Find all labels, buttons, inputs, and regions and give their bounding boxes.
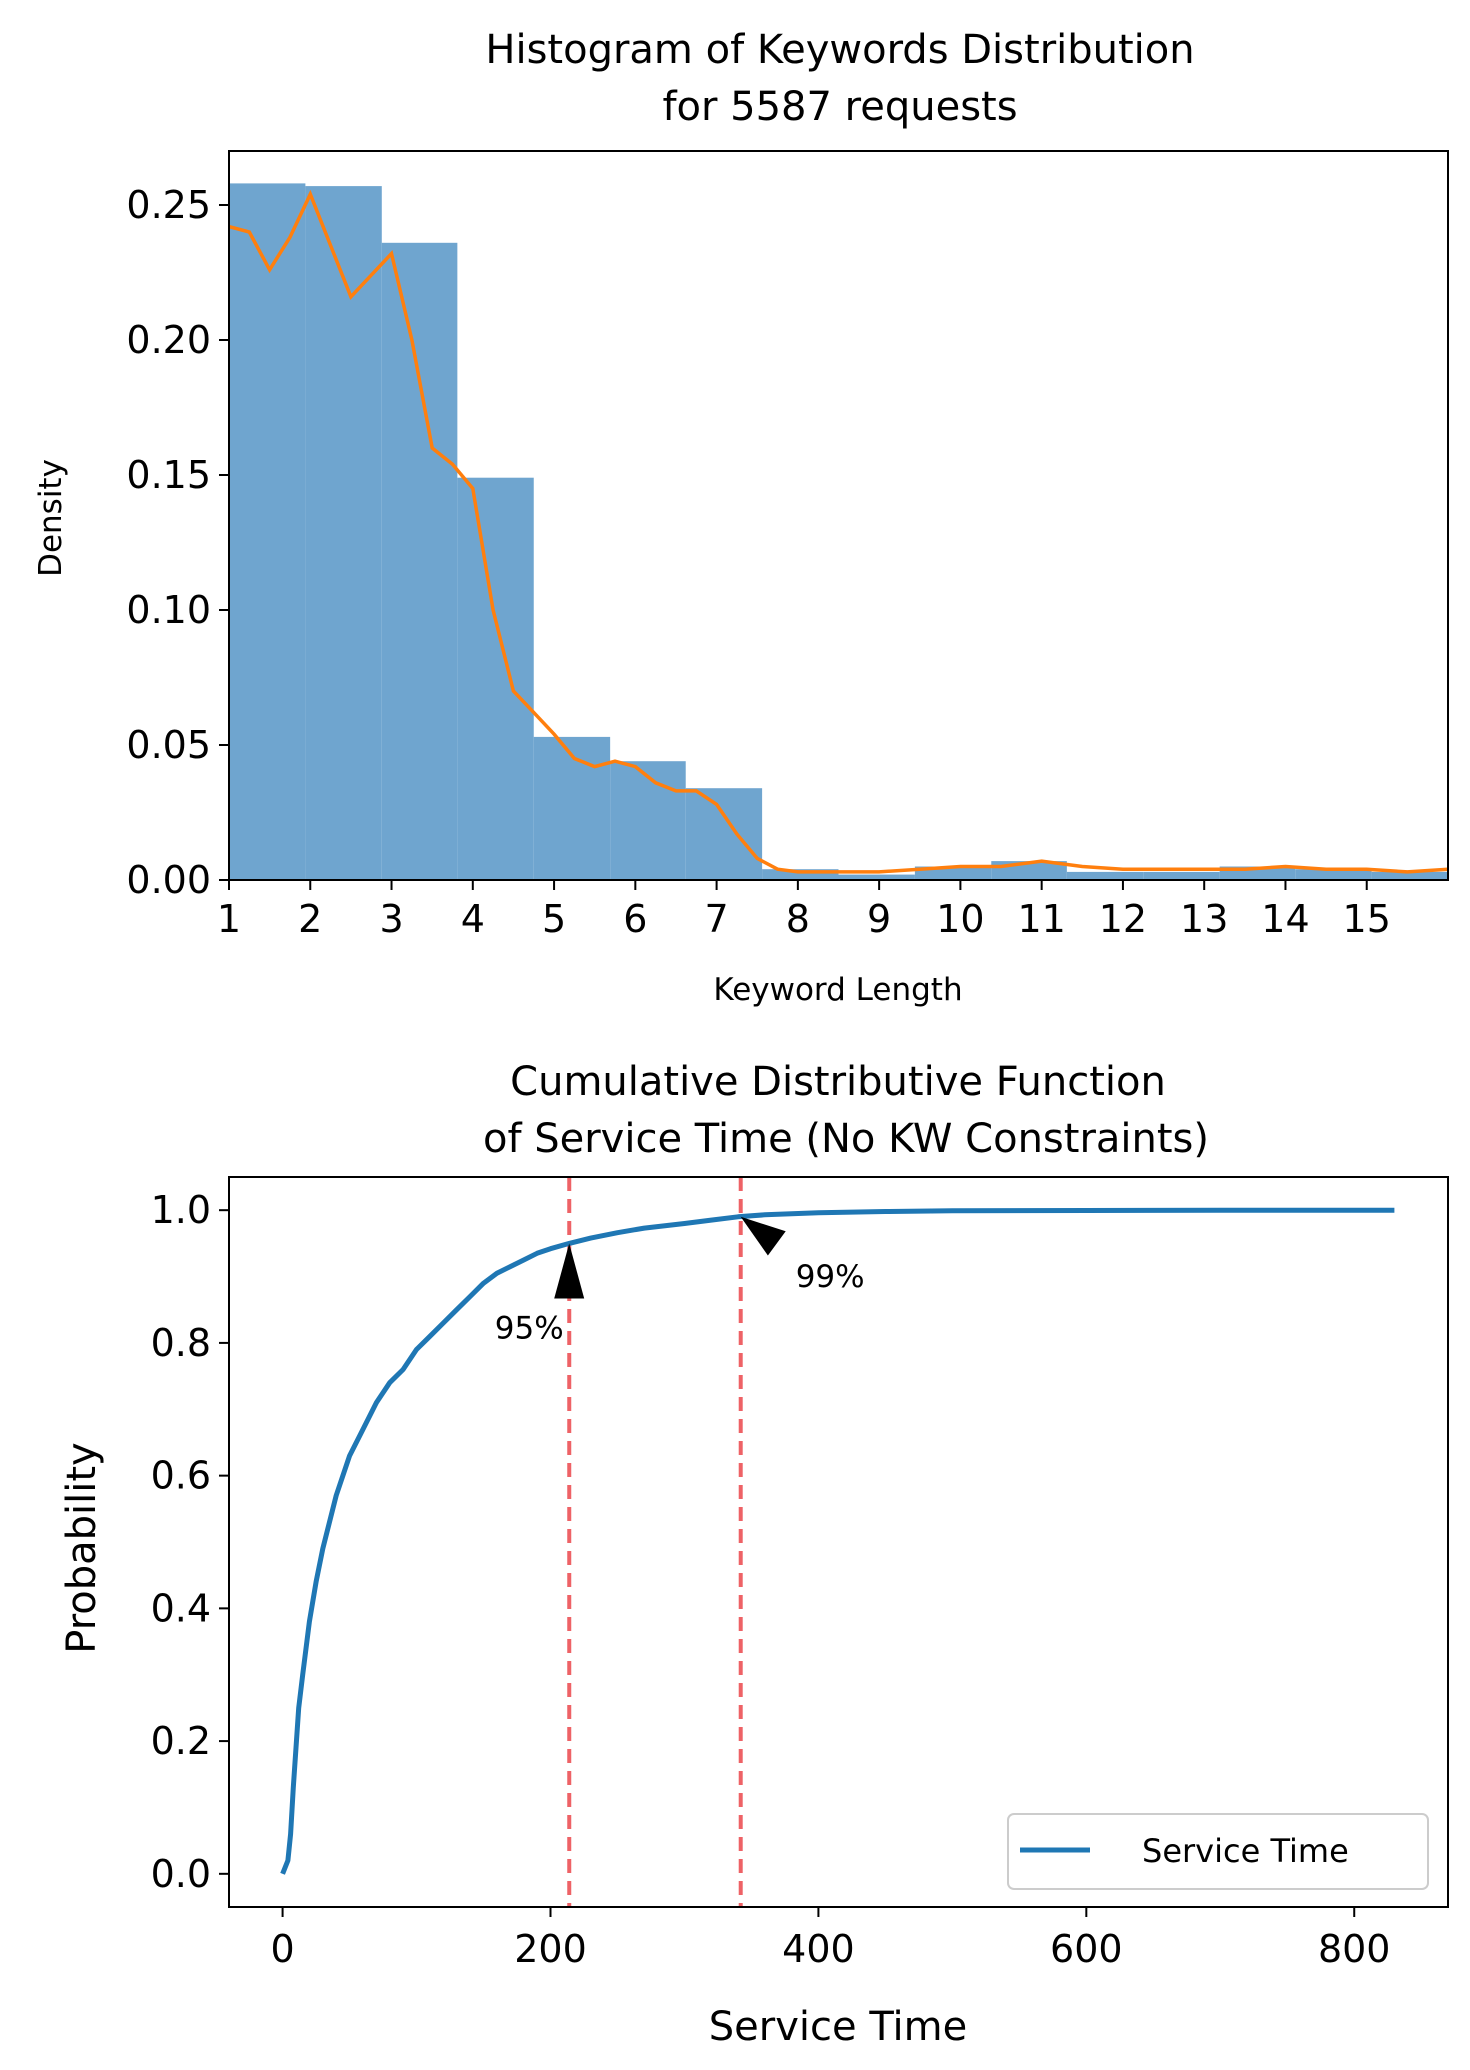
- hist-x-tick-label: 12: [1099, 897, 1147, 941]
- hist-x-tick-label: 10: [936, 897, 984, 941]
- hist-y-tick-label: 0.00: [126, 858, 211, 902]
- hist-x-tick-label: 13: [1180, 897, 1228, 941]
- hist-x-tick-label: 8: [786, 897, 810, 941]
- hist-x-tick-label: 4: [461, 897, 485, 941]
- hist-bar: [1295, 869, 1372, 880]
- hist-y-axis-label: Density: [33, 459, 69, 577]
- hist-y-tick-label: 0.15: [126, 453, 211, 497]
- hist-bar: [381, 242, 458, 881]
- hist-y-ticks: 0.00 0.05 0.10 0.15 0.20 0.25: [126, 183, 229, 902]
- cdf-y-axis-label: Probability: [59, 1442, 105, 1653]
- cdf-annotation-arrow: [740, 1216, 786, 1256]
- hist-x-tick-label: 9: [867, 897, 891, 941]
- hist-bar: [762, 869, 839, 880]
- hist-bar: [533, 736, 611, 880]
- cdf-x-tick-label: 0: [270, 1927, 294, 1971]
- hist-bar: [229, 183, 306, 880]
- hist-x-tick-label: 6: [623, 897, 647, 941]
- cdf-y-tick-label: 1.0: [151, 1188, 211, 1232]
- cdf-chart: Cumulative Distributive Function of Serv…: [59, 1059, 1449, 2050]
- cdf-x-ticks: 0 200 400 600 800: [270, 1907, 1390, 1971]
- hist-bar: [838, 874, 915, 880]
- cdf-legend-label: Service Time: [1142, 1832, 1349, 1870]
- cdf-annotation-arrow: [554, 1243, 585, 1299]
- hist-x-axis-label: Keyword Length: [713, 972, 962, 1008]
- hist-x-tick-label: 1: [217, 897, 241, 941]
- cdf-y-tick-label: 0.6: [151, 1454, 211, 1498]
- cdf-x-tick-label: 600: [1050, 1927, 1123, 1971]
- cdf-service-time-line: [280, 1207, 1395, 1875]
- hist-x-tick-label: 3: [379, 897, 403, 941]
- cdf-y-tick-label: 0.8: [151, 1321, 211, 1365]
- hist-title-line-1: Histogram of Keywords Distribution: [485, 27, 1194, 73]
- hist-y-tick-label: 0.05: [126, 723, 211, 767]
- histogram-chart: Histogram of Keywords Distribution for 5…: [33, 27, 1449, 1008]
- hist-x-tick-label: 14: [1261, 897, 1309, 941]
- hist-kde-line: [228, 189, 1449, 874]
- hist-bar: [1143, 871, 1220, 880]
- cdf-plot-frame: [228, 1176, 1449, 1908]
- cdf-y-tick-label: 0.2: [151, 1719, 211, 1763]
- cdf-x-tick-label: 800: [1318, 1927, 1391, 1971]
- hist-x-tick-label: 5: [542, 897, 566, 941]
- cdf-x-tick-label: 200: [514, 1927, 587, 1971]
- hist-bar: [1066, 871, 1144, 880]
- cdf-percentile-lines: [567, 1177, 743, 1907]
- cdf-y-tick-label: 0.4: [151, 1586, 211, 1630]
- hist-bars: [229, 183, 1448, 881]
- hist-bar: [685, 788, 763, 880]
- hist-bar: [305, 186, 382, 881]
- cdf-x-tick-label: 400: [782, 1927, 855, 1971]
- hist-x-tick-label: 2: [298, 897, 322, 941]
- hist-title-line-2: for 5587 requests: [662, 84, 1017, 130]
- hist-x-tick-label: 7: [705, 897, 729, 941]
- hist-y-tick-label: 0.20: [126, 318, 211, 362]
- hist-bar: [610, 761, 686, 880]
- cdf-y-tick-label: 0.0: [151, 1852, 211, 1896]
- hist-x-ticks: 1 2 3 4 5 6 7 8 9 10 11 12 13 14 15: [217, 880, 1391, 941]
- cdf-title-line-2: of Service Time (No KW Constraints): [483, 1116, 1209, 1162]
- hist-bar: [1371, 871, 1448, 880]
- cdf-y-ticks: 0.0 0.2 0.4 0.6 0.8 1.0: [151, 1188, 229, 1896]
- hist-y-tick-label: 0.10: [126, 588, 211, 632]
- cdf-annotation-label: 95%: [495, 1310, 564, 1346]
- hist-x-tick-label: 11: [1017, 897, 1065, 941]
- cdf-annotations: 95% 99%: [495, 1216, 865, 1346]
- cdf-annotation-label: 99%: [796, 1259, 865, 1295]
- cdf-legend-box: [1007, 1813, 1429, 1890]
- hist-x-tick-label: 15: [1343, 897, 1391, 941]
- cdf-x-axis-label: Service Time: [709, 2004, 967, 2050]
- cdf-title-line-1: Cumulative Distributive Function: [510, 1059, 1166, 1105]
- hist-plot-frame: [228, 150, 1449, 881]
- hist-bar: [457, 477, 534, 880]
- hist-y-tick-label: 0.25: [126, 183, 211, 227]
- cdf-legend: Service Time: [1007, 1813, 1429, 1890]
